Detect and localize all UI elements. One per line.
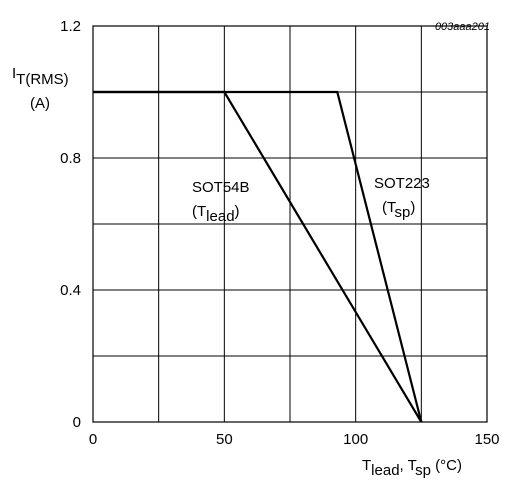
x-axis-label-sep: , bbox=[400, 457, 408, 474]
x-axis-label-t2-sub: sp bbox=[415, 462, 431, 479]
series-label-sot54b-close: ) bbox=[235, 203, 240, 220]
y-tick-label-2: 0.8 bbox=[60, 150, 81, 167]
plot-frame bbox=[92, 25, 488, 423]
series-line-sot223 bbox=[93, 90, 423, 423]
y-axis-unit: (A) bbox=[30, 95, 50, 112]
series-label-sot54b-sub: lead bbox=[206, 208, 234, 225]
series-label-sot223: SOT223 bbox=[374, 175, 430, 192]
document-code: 003aaa201 bbox=[435, 21, 490, 33]
grid bbox=[92, 25, 488, 423]
series-label-sot54b: SOT54B bbox=[192, 179, 250, 196]
x-tick-label-1: 50 bbox=[216, 431, 233, 448]
x-axis-label-unit: (°C) bbox=[431, 457, 462, 474]
x-tick-label-0: 0 bbox=[89, 431, 97, 448]
y-axis-label: IT(RMS) bbox=[12, 65, 69, 88]
y-tick-label-1: 0.4 bbox=[60, 282, 81, 299]
y-axis-label-main: I bbox=[12, 65, 16, 82]
x-tick-label-3: 150 bbox=[474, 431, 499, 448]
y-tick-label-0: 0 bbox=[73, 414, 81, 431]
x-tick-label-2: 100 bbox=[343, 431, 368, 448]
series-label-sot223-paren: (Tsp) bbox=[382, 199, 415, 221]
series-label-sot223-close: ) bbox=[410, 199, 415, 216]
y-tick-label-3: 1.2 bbox=[60, 18, 81, 35]
tick-labels: 0 50 100 150 0 0.4 0.8 1.2 bbox=[60, 18, 499, 448]
series-lines bbox=[93, 90, 423, 423]
x-axis-label: Tlead, Tsp (°C) bbox=[362, 457, 462, 479]
series-line-sot54b bbox=[93, 90, 423, 423]
series-label-sot223-open: (T bbox=[382, 199, 396, 216]
series-label-sot54b-paren: (Tlead) bbox=[192, 203, 240, 225]
x-axis-label-t2: T bbox=[408, 457, 417, 474]
series-label-sot54b-open: (T bbox=[192, 203, 206, 220]
x-axis-label-t1-sub: lead bbox=[371, 462, 399, 479]
y-axis-label-sub: T(RMS) bbox=[16, 71, 69, 88]
series-label-sot223-sub: sp bbox=[395, 204, 411, 221]
x-axis-label-t1: T bbox=[362, 457, 371, 474]
